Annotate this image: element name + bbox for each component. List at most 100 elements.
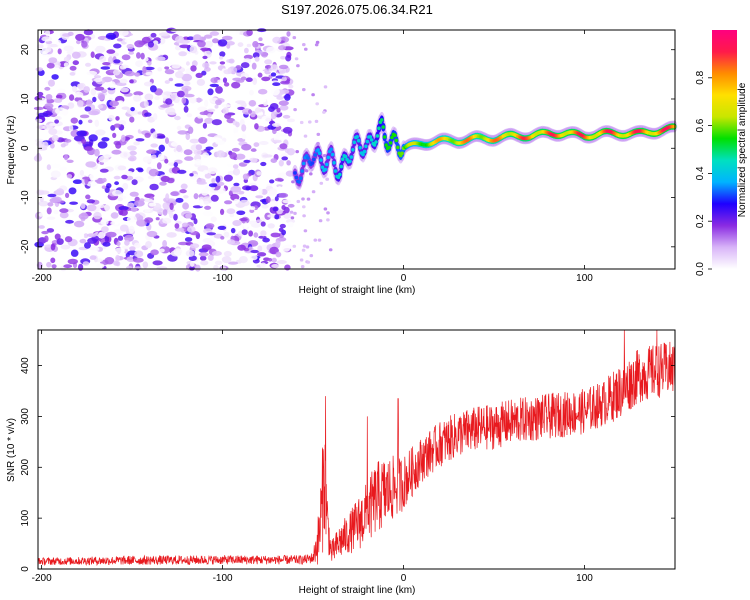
spectrogram-cell [38,212,43,217]
spectrogram-cell [311,190,316,194]
spectrogram-cell [223,250,232,257]
colorbar-tick-label: 0.4 [695,166,706,180]
spectrogram-cell [117,197,123,202]
spectrogram-cell [150,85,157,93]
spectrogram-cell [148,168,159,177]
spectrogram-cell [319,181,324,185]
spectrogram-cell [126,216,137,223]
spectrogram-ridge-core [384,143,389,147]
spectrogram-cell [77,100,84,108]
spectrogram-cell [176,144,183,153]
spectrogram-cell [293,108,297,112]
spectrogram-cell [270,232,281,238]
spectrogram-cell [175,71,184,79]
spectrogram-cell [205,223,215,229]
colorbar-tick-label: 0.2 [695,214,706,228]
spectrogram-cell [204,205,212,210]
spectrogram-cell [226,208,236,215]
spectrogram-cell [216,150,225,158]
spectrogram-cell [173,162,178,168]
spectrogram-cell [139,126,148,132]
spectrogram-cell [215,86,223,94]
spectrogram-cell [166,232,177,238]
spectrogram-ridge-core [381,125,386,129]
spectrogram-cell [63,62,69,68]
spectrogram-y-tick-label: 10 [20,93,31,105]
spectrogram-cell [233,127,239,135]
spectrogram-cell [281,76,287,82]
spectrogram-ridge-core [339,164,344,169]
spectrogram-cell [57,48,62,55]
spectrogram-ridge [292,111,678,190]
spectrogram-cell [197,106,207,112]
spectrogram-ridge-core [380,118,384,122]
spectrogram-cell [137,111,143,115]
spectrogram-cell [158,98,164,105]
spectrogram-cell [164,66,170,70]
snr-y-ticks: 0 100 200 300 400 [20,357,675,572]
spectrogram-cell [219,51,226,57]
spectrogram-cell [316,141,320,146]
spectrogram-cell [100,66,111,70]
spectrogram-cell [299,120,304,125]
spectrogram-cell [130,107,135,112]
colorbar-ticks: 0.0 0.2 0.4 0.6 0.8 [695,70,712,276]
spectrogram-cell [185,132,191,141]
spectrogram-cell [233,198,239,205]
spectrogram-cell [207,113,212,118]
spectrogram-ridge-core [320,165,325,170]
spectrogram-ridge-core [332,161,336,165]
spectrogram-cell [177,130,188,135]
spectrogram-cell [248,100,257,107]
spectrogram-cell [279,143,288,150]
spectrogram-cell [87,119,93,124]
spectrogram-cell [270,72,277,77]
spectrogram-ridge-core [365,139,370,144]
spectrogram-ridge-core [372,143,377,147]
spectrogram-cell [162,217,172,224]
spectrogram-cell [135,138,145,142]
spectrogram-cell [42,124,53,130]
spectrogram-cell [196,78,206,86]
spectrogram-cell [316,132,321,136]
spectrogram-cell [250,148,257,152]
spectrogram-cell [181,73,193,82]
spectrogram-cell [88,134,98,142]
spectrogram-cell [157,153,165,161]
spectrogram-cell [89,173,100,181]
spectrogram-cell [99,55,107,63]
spectrogram-cell [186,113,193,118]
snr-y-tick-label: 100 [20,509,31,526]
spectrogram-ridge-core [377,126,381,131]
spectrogram-ridge-core [338,172,342,177]
spectrogram-cell [194,97,203,103]
spectrogram-cell [189,173,194,177]
snr-x-tick-label: -200 [32,573,52,584]
spectrogram-cell [53,209,59,215]
spectrogram-cell [272,82,281,86]
spectrogram-cell [79,114,90,119]
spectrogram-cell [185,213,193,219]
spectrogram-cell [55,94,63,99]
spectrogram-cell [174,223,180,229]
spectrogram-cell [151,154,157,159]
spectrogram-cell [326,218,330,222]
spectrogram-cell [276,96,284,100]
spectrogram-cell [140,52,145,60]
spectrogram-cell [223,231,230,238]
spectrogram-cell [113,59,121,64]
spectrogram-cell [41,36,53,42]
spectrogram-cell [302,205,306,209]
spectrogram-cell [46,261,52,268]
spectrogram-cell [220,208,225,215]
spectrogram-cell [278,100,289,106]
spectrogram-cell [169,202,174,210]
spectrogram-cell [174,150,182,158]
snr-frame [37,329,676,570]
spectrogram-cell [193,218,198,225]
spectrogram-cell [104,257,115,265]
spectrogram-cell [193,193,199,200]
spectrogram-cell [60,143,66,148]
spectrogram-cell [85,225,93,230]
spectrogram-cell [210,194,219,202]
